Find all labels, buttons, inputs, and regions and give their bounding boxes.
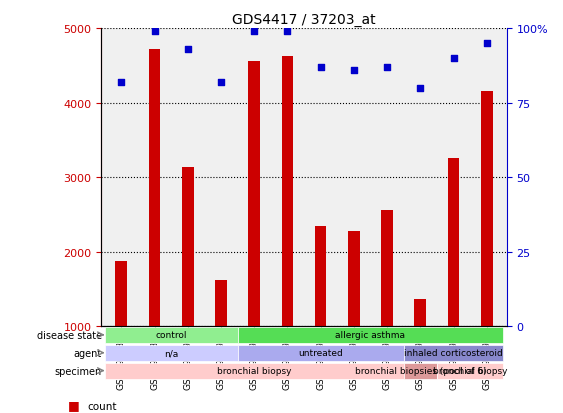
Bar bbox=[282, 57, 293, 326]
Text: disease state: disease state bbox=[37, 330, 102, 340]
FancyBboxPatch shape bbox=[105, 327, 238, 343]
Bar bbox=[248, 62, 260, 326]
Text: specimen: specimen bbox=[55, 366, 102, 376]
Text: allergic asthma: allergic asthma bbox=[336, 330, 405, 339]
Text: n/a: n/a bbox=[164, 348, 178, 357]
Bar bbox=[348, 231, 360, 326]
Point bbox=[316, 64, 325, 71]
Bar bbox=[182, 168, 194, 326]
Point bbox=[249, 28, 258, 35]
Text: bronchial biopsies (pool of 6): bronchial biopsies (pool of 6) bbox=[355, 366, 486, 375]
Title: GDS4417 / 37203_at: GDS4417 / 37203_at bbox=[232, 12, 376, 26]
Bar bbox=[215, 280, 227, 326]
Bar bbox=[115, 261, 127, 326]
Text: bronchial biopsy: bronchial biopsy bbox=[217, 366, 292, 375]
Text: ■: ■ bbox=[68, 409, 79, 413]
Text: percentile rank within the sample: percentile rank within the sample bbox=[87, 412, 263, 413]
Point bbox=[183, 46, 192, 53]
Point bbox=[350, 67, 359, 74]
FancyBboxPatch shape bbox=[238, 327, 503, 343]
Point bbox=[383, 64, 392, 71]
Text: inhaled corticosteroid: inhaled corticosteroid bbox=[404, 348, 503, 357]
Point bbox=[449, 55, 458, 62]
Bar bbox=[149, 50, 160, 326]
Point bbox=[416, 85, 425, 92]
Bar bbox=[481, 92, 493, 326]
Bar bbox=[414, 300, 426, 326]
FancyBboxPatch shape bbox=[404, 363, 437, 379]
Point bbox=[283, 28, 292, 35]
Text: ■: ■ bbox=[68, 398, 79, 411]
Text: agent: agent bbox=[74, 348, 102, 358]
FancyBboxPatch shape bbox=[105, 345, 238, 361]
Text: untreated: untreated bbox=[298, 348, 343, 357]
Bar bbox=[315, 227, 327, 326]
Point bbox=[216, 79, 225, 86]
Bar bbox=[381, 210, 393, 326]
Point bbox=[117, 79, 126, 86]
Point bbox=[482, 40, 491, 47]
FancyBboxPatch shape bbox=[238, 345, 404, 361]
Text: control: control bbox=[155, 330, 187, 339]
FancyBboxPatch shape bbox=[437, 363, 503, 379]
FancyBboxPatch shape bbox=[105, 363, 404, 379]
Point bbox=[150, 28, 159, 35]
FancyBboxPatch shape bbox=[404, 345, 503, 361]
Text: count: count bbox=[87, 401, 117, 411]
Bar bbox=[448, 159, 459, 326]
Text: bronchial biopsy: bronchial biopsy bbox=[433, 366, 507, 375]
